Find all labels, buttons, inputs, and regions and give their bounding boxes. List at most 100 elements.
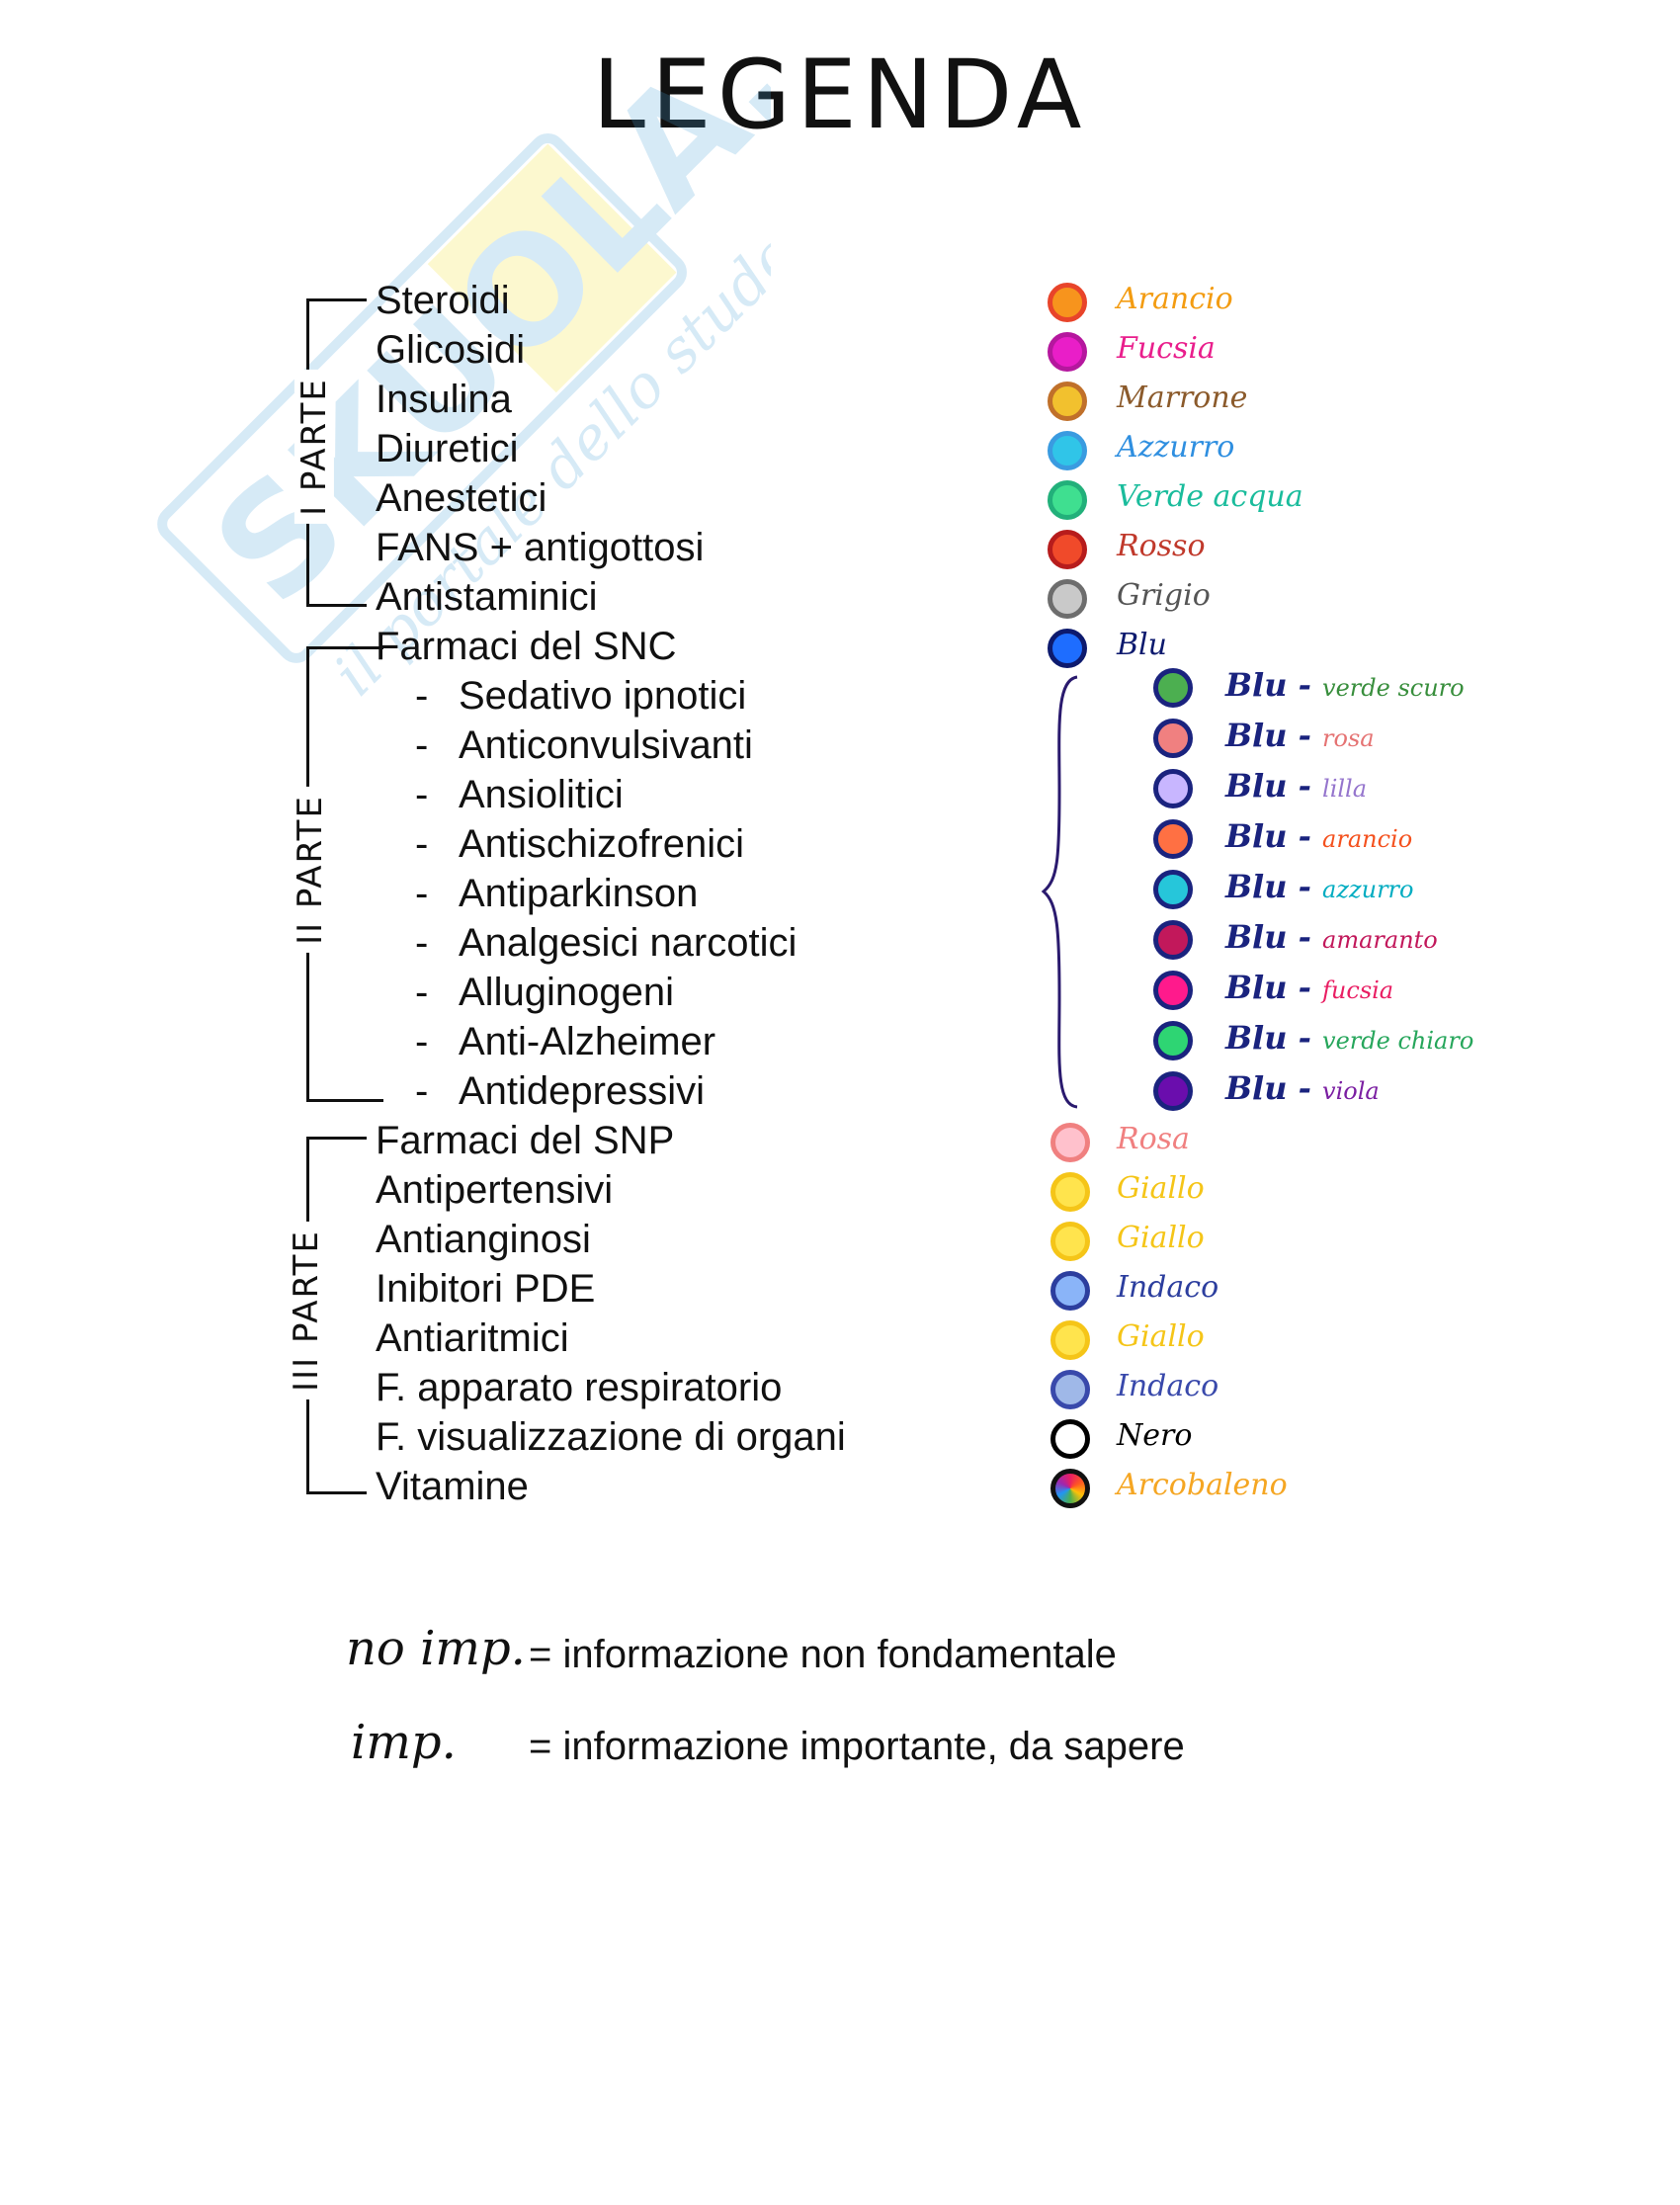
list-item: Anestetici bbox=[376, 476, 547, 520]
sub-item-label: Ansiolitici bbox=[459, 773, 624, 816]
sub-item-label: Alluginogeni bbox=[459, 971, 674, 1014]
color-dot bbox=[1153, 920, 1193, 960]
color-dot bbox=[1050, 1320, 1090, 1360]
list-item: Antistaminici bbox=[376, 575, 598, 619]
color-label-suffix: amaranto bbox=[1322, 926, 1438, 954]
color-label-suffix: rosa bbox=[1322, 724, 1375, 752]
list-item: - Ansiolitici bbox=[415, 771, 624, 818]
color-label: Giallo bbox=[1117, 1319, 1205, 1354]
list-item: - Antischizofrenici bbox=[415, 820, 744, 868]
color-dot bbox=[1048, 283, 1087, 322]
color-label-prefix: Blu - bbox=[1225, 717, 1323, 754]
color-label-suffix: verde chiaro bbox=[1322, 1027, 1474, 1055]
color-label: Giallo bbox=[1117, 1221, 1205, 1255]
page-title: LEGENDA bbox=[592, 40, 1088, 150]
part-2-label: II PARTE bbox=[290, 787, 330, 953]
color-label-prefix: Blu - bbox=[1225, 817, 1323, 855]
list-dash: - bbox=[415, 674, 429, 718]
color-label: Verde acqua bbox=[1117, 479, 1303, 514]
color-dot bbox=[1153, 1071, 1193, 1111]
color-dot bbox=[1050, 1271, 1090, 1311]
color-dot bbox=[1048, 382, 1087, 421]
list-dash: - bbox=[415, 1069, 429, 1113]
sub-item-label: Antiparkinson bbox=[459, 872, 699, 915]
list-item: Farmaci del SNP bbox=[376, 1119, 675, 1162]
color-dot bbox=[1048, 332, 1087, 372]
color-label: Blu - rosa bbox=[1225, 716, 1375, 761]
color-dot bbox=[1050, 1172, 1090, 1212]
color-label: Nero bbox=[1117, 1418, 1193, 1453]
curly-brace bbox=[1041, 675, 1078, 1109]
color-dot bbox=[1153, 819, 1193, 859]
list-item: Glicosidi bbox=[376, 328, 526, 372]
sub-item-label: Anti-Alzheimer bbox=[459, 1020, 716, 1063]
list-item: - Analgesici narcotici bbox=[415, 919, 797, 967]
list-item: Antipertensivi bbox=[376, 1168, 614, 1212]
color-label: Arcobaleno bbox=[1117, 1468, 1288, 1502]
color-label: Indaco bbox=[1117, 1270, 1219, 1305]
color-label: Giallo bbox=[1117, 1171, 1205, 1206]
list-item: - Alluginogeni bbox=[415, 969, 674, 1016]
color-label: Indaco bbox=[1117, 1369, 1219, 1403]
color-label-suffix: fucsia bbox=[1322, 976, 1394, 1004]
note-text-no-imp: = informazione non fondamentale bbox=[529, 1633, 1117, 1676]
list-item: Insulina bbox=[376, 378, 512, 421]
sub-item-label: Antischizofrenici bbox=[459, 822, 745, 866]
color-label: Blu - viola bbox=[1225, 1068, 1380, 1114]
color-dot bbox=[1048, 629, 1087, 668]
part-1-label: I PARTE bbox=[294, 370, 334, 524]
list-item: - Sedativo ipnotici bbox=[415, 672, 746, 720]
color-dot bbox=[1048, 579, 1087, 619]
list-dash: - bbox=[415, 723, 429, 767]
color-label-suffix: azzurro bbox=[1322, 876, 1414, 903]
list-item: FANS + antigottosi bbox=[376, 526, 705, 569]
list-item: F. apparato respiratorio bbox=[376, 1366, 783, 1409]
note-key-no-imp: no imp. bbox=[346, 1621, 526, 1676]
list-item: - Antiparkinson bbox=[415, 870, 698, 917]
list-item: Diuretici bbox=[376, 427, 519, 470]
list-dash: - bbox=[415, 773, 429, 816]
list-item: - Antidepressivi bbox=[415, 1067, 705, 1115]
color-dot bbox=[1050, 1123, 1090, 1162]
color-dot bbox=[1050, 1469, 1090, 1508]
color-label-suffix: arancio bbox=[1322, 825, 1413, 853]
list-dash: - bbox=[415, 822, 429, 866]
color-label: Rosso bbox=[1117, 529, 1206, 563]
color-label-prefix: Blu - bbox=[1225, 1069, 1323, 1107]
color-label: Azzurro bbox=[1117, 430, 1235, 465]
color-dot bbox=[1153, 1021, 1193, 1060]
color-label: Fucsia bbox=[1117, 331, 1216, 366]
color-label: Blu - amaranto bbox=[1225, 917, 1438, 963]
sub-item-label: Antidepressivi bbox=[459, 1069, 706, 1113]
list-dash: - bbox=[415, 971, 429, 1014]
color-label: Grigio bbox=[1117, 578, 1211, 613]
color-label-prefix: Blu - bbox=[1225, 969, 1323, 1006]
color-label: Blu - verde chiaro bbox=[1225, 1018, 1473, 1063]
list-item: - Anti-Alzheimer bbox=[415, 1018, 715, 1065]
color-dot bbox=[1153, 769, 1193, 808]
color-dot bbox=[1048, 431, 1087, 470]
list-dash: - bbox=[415, 921, 429, 965]
list-dash: - bbox=[415, 872, 429, 915]
list-item: F. visualizzazione di organi bbox=[376, 1415, 846, 1459]
color-label: Blu - arancio bbox=[1225, 816, 1412, 862]
list-item: Antianginosi bbox=[376, 1218, 591, 1261]
list-dash: - bbox=[415, 1020, 429, 1063]
color-dot bbox=[1153, 870, 1193, 909]
color-dot bbox=[1153, 971, 1193, 1010]
color-label-suffix: lilla bbox=[1322, 775, 1368, 803]
color-label: Marrone bbox=[1117, 381, 1248, 415]
color-dot bbox=[1050, 1370, 1090, 1409]
color-label: Blu - verde scuro bbox=[1225, 665, 1465, 711]
color-label: Blu - lilla bbox=[1225, 766, 1367, 811]
color-dot bbox=[1048, 480, 1087, 520]
sub-item-label: Analgesici narcotici bbox=[459, 921, 798, 965]
color-label: Rosa bbox=[1117, 1122, 1190, 1156]
color-label: Blu bbox=[1117, 628, 1167, 662]
list-item: Inibitori PDE bbox=[376, 1267, 596, 1311]
list-item: - Anticonvulsivanti bbox=[415, 721, 753, 769]
list-item: Farmaci del SNC bbox=[376, 625, 677, 668]
list-item: Steroidi bbox=[376, 279, 510, 322]
color-label-prefix: Blu - bbox=[1225, 666, 1323, 704]
color-label: Blu - fucsia bbox=[1225, 968, 1393, 1013]
